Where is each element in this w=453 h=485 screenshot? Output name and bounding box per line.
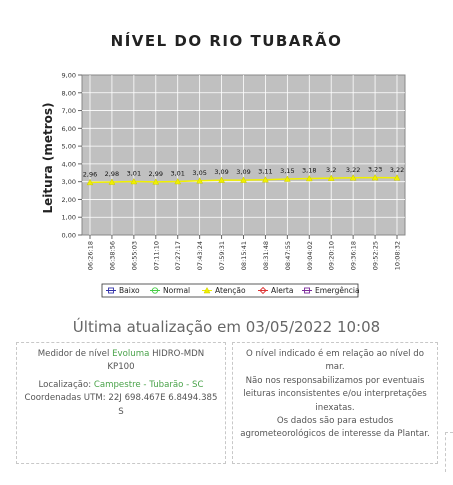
grid-lines xyxy=(82,75,405,235)
data-label: 3,18 xyxy=(302,166,316,174)
x-tick-label: 09:52:25 xyxy=(372,241,380,270)
y-axis: 0,00 1,00 2,00 3,00 4,00 5,00 6,00 7,00 8,00 9,00 xyxy=(62,72,82,240)
y-tick-label: 0,00 xyxy=(62,232,76,240)
data-label: 2,99 xyxy=(149,170,163,178)
partial-box-edge xyxy=(445,432,453,472)
x-tick-label: 06:38:56 xyxy=(108,241,116,270)
legend-box xyxy=(101,283,359,298)
legend-label: Atenção xyxy=(215,286,246,295)
evoluma-link[interactable]: Evoluma xyxy=(112,349,150,359)
sensor-info-box: Medidor de nível Evoluma HIDRO-MDN KP100… xyxy=(16,342,226,464)
x-tick-label: 06:55:03 xyxy=(130,241,138,270)
sensor-prefix: Medidor de nível xyxy=(37,349,113,359)
legend-label: Baixo xyxy=(119,286,140,295)
data-label: 3,09 xyxy=(236,168,250,176)
data-point xyxy=(283,175,291,182)
y-tick-label: 8,00 xyxy=(62,89,76,97)
y-axis-title: Leitura (metros) xyxy=(41,102,55,213)
data-label: 3,22 xyxy=(346,166,360,174)
data-point xyxy=(327,174,335,181)
data-label: 3,01 xyxy=(170,169,184,177)
location-label: Localização: xyxy=(38,379,94,390)
x-tick-label: 07:43:24 xyxy=(196,241,204,270)
legend-marker xyxy=(151,287,159,294)
data-point xyxy=(196,177,204,184)
data-point xyxy=(393,174,401,181)
y-tick-label: 3,00 xyxy=(62,178,76,186)
sensor-suffix: HIDRO-MDN KP100 xyxy=(107,349,205,373)
location-link[interactable]: Campestre - Tubarão - SC xyxy=(93,379,204,390)
data-point xyxy=(240,176,247,183)
disclaimer-sea-level: O nível indicado é em relação ao nível d… xyxy=(246,349,424,373)
x-tick-label: 09:04:02 xyxy=(306,241,314,270)
x-tick-label: 10:08:32 xyxy=(394,241,402,270)
legend: Baixo Normal Atenção Alerta Emergência xyxy=(101,283,360,298)
data-label: 3,23 xyxy=(368,166,382,174)
river-level-chart: 0,00 1,00 2,00 3,00 4,00 5,00 6,00 7,00 8,00 9,00… xyxy=(41,72,406,298)
legend-label: Normal xyxy=(163,286,190,295)
legend-label: Emergência xyxy=(315,286,360,295)
y-tick-label: 2,00 xyxy=(62,196,76,204)
last-update-text: Última atualização em 03/05/2022 10:08 xyxy=(72,318,381,336)
legend-marker xyxy=(203,286,211,294)
data-label: 2,98 xyxy=(105,170,119,178)
data-point xyxy=(349,174,357,181)
y-tick-label: 9,00 xyxy=(62,72,76,80)
data-label: 3,15 xyxy=(280,167,294,175)
data-label: 3,22 xyxy=(390,166,404,174)
y-tick-label: 1,00 xyxy=(62,214,76,222)
legend-label: Alerta xyxy=(271,286,293,295)
x-tick-label: 06:26:18 xyxy=(87,241,95,270)
x-tick-label: 08:47:55 xyxy=(284,241,292,270)
data-point xyxy=(174,177,182,185)
x-axis: 06:26:18 06:38:56 06:55:03 07:11:10 07:27:17… xyxy=(87,235,402,270)
x-tick-label: 09:36:18 xyxy=(350,241,358,270)
disclaimer-purpose: Os dados são para estudos agrometeorológ… xyxy=(240,416,430,440)
legend-marker xyxy=(108,287,114,294)
page-title: NÍVEL DO RIO TUBARÃO xyxy=(110,32,343,50)
disclaimer-responsibility: Não nos responsabilizamos por eventuais … xyxy=(243,375,427,413)
x-tick-label: 08:15:41 xyxy=(240,241,248,270)
data-point xyxy=(130,177,138,185)
x-tick-label: 07:11:10 xyxy=(152,241,160,270)
coordinates-line: Coordenadas UTM: 22J 698.467E 6.8494.385… xyxy=(24,393,218,417)
data-point xyxy=(218,176,225,183)
data-label: 3,11 xyxy=(258,168,272,176)
data-point xyxy=(371,174,379,181)
data-point xyxy=(152,178,160,185)
data-label: 2,96 xyxy=(83,170,97,178)
data-label: 3,2 xyxy=(326,166,336,174)
legend-marker xyxy=(304,287,310,294)
x-tick-label: 09:20:10 xyxy=(328,241,336,270)
y-tick-label: 6,00 xyxy=(62,125,76,133)
data-point xyxy=(262,176,269,183)
disclaimer-box: O nível indicado é em relação ao nível d… xyxy=(232,342,438,464)
data-label: 3,09 xyxy=(214,168,228,176)
y-tick-label: 7,00 xyxy=(62,107,76,115)
x-tick-label: 07:27:17 xyxy=(174,241,182,270)
sensor-model-line: Medidor de nível Evoluma HIDRO-MDN KP100 xyxy=(23,348,219,375)
y-tick-label: 4,00 xyxy=(62,160,76,168)
legend-marker xyxy=(259,286,267,295)
data-point xyxy=(305,174,313,182)
data-point xyxy=(86,178,94,186)
series-atencao: 2,96 2,98 3,01 2,99 3,01 3,05 3,09 3,09 3,11 3,15… xyxy=(83,166,404,186)
data-point xyxy=(108,178,116,185)
location-line: Localização: Campestre - Tubarão - SC xyxy=(23,379,219,392)
x-tick-label: 08:31:48 xyxy=(262,241,270,270)
data-label: 3,05 xyxy=(192,169,206,177)
x-tick-label: 07:59:31 xyxy=(218,241,226,270)
data-label: 3,01 xyxy=(127,169,141,177)
y-tick-label: 5,00 xyxy=(62,143,76,151)
